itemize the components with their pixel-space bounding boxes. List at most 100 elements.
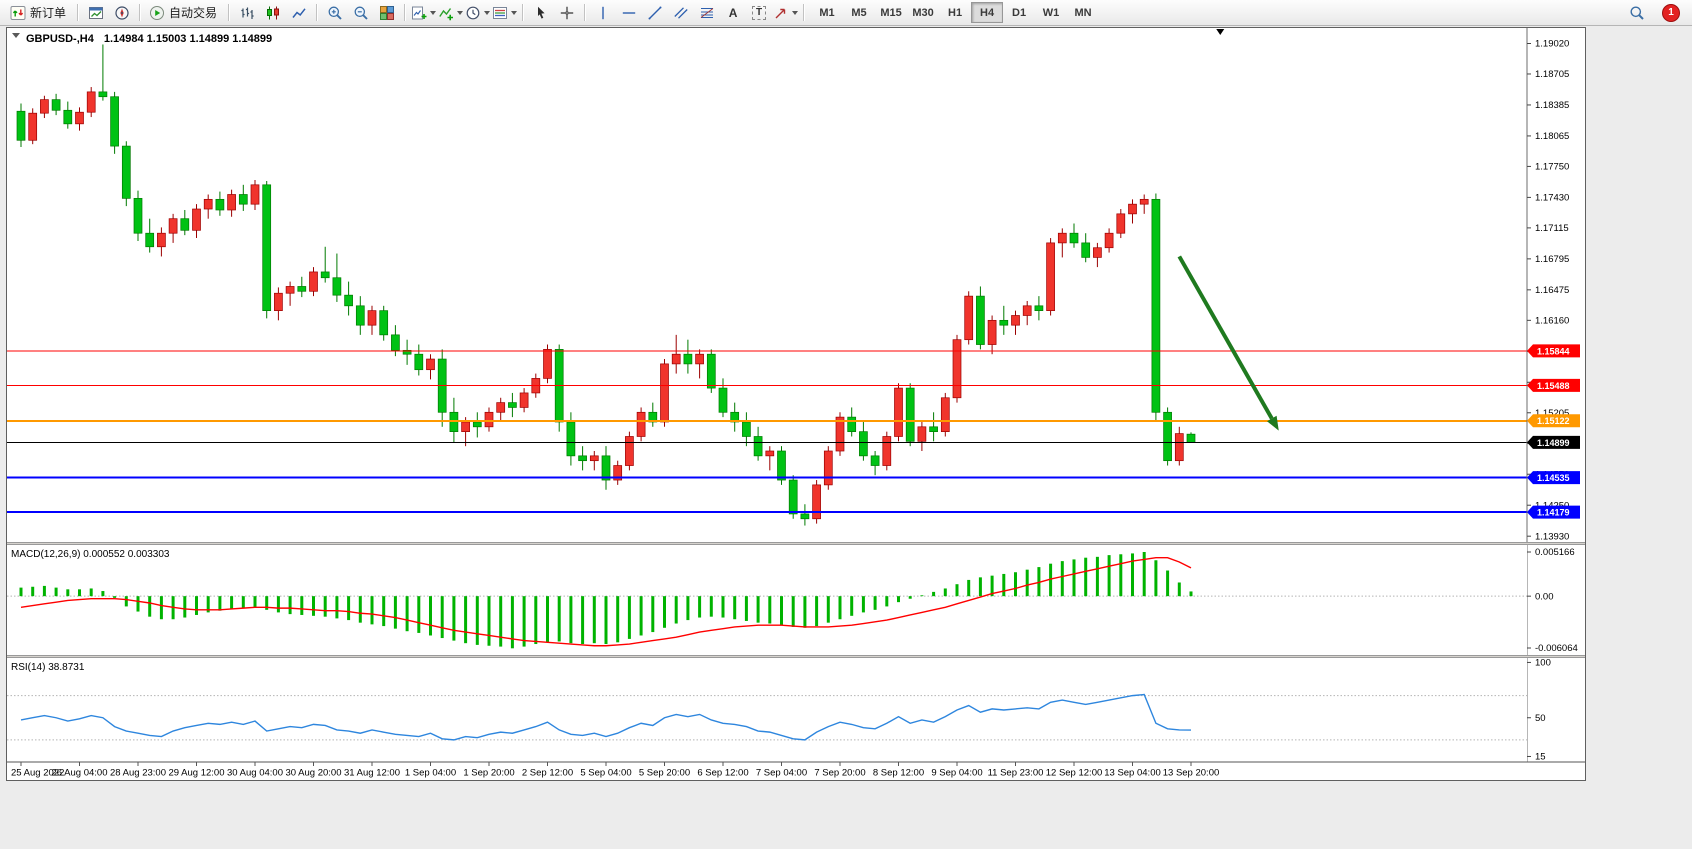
new-chart-button[interactable] xyxy=(411,2,437,23)
zoom-out-icon xyxy=(354,6,368,20)
vertical-line-tool-button[interactable] xyxy=(591,2,615,23)
svg-text:28 Aug 23:00: 28 Aug 23:00 xyxy=(110,768,166,779)
price-tag-1.15122: 1.15122 xyxy=(1527,414,1580,428)
timeframe-d1-button[interactable]: D1 xyxy=(1012,6,1027,19)
clock-icon xyxy=(466,6,480,19)
toolbar-separator xyxy=(77,4,80,21)
cursor-tool-button[interactable] xyxy=(529,2,553,23)
zoom-out-button[interactable] xyxy=(349,2,373,23)
templates-icon xyxy=(493,6,508,19)
svg-text:6 Sep 12:00: 6 Sep 12:00 xyxy=(697,768,748,779)
svg-text:5 Sep 04:00: 5 Sep 04:00 xyxy=(580,768,631,779)
svg-text:11 Sep 23:00: 11 Sep 23:00 xyxy=(988,768,1044,779)
svg-text:12 Sep 12:00: 12 Sep 12:00 xyxy=(1046,768,1103,779)
svg-text:1.14535: 1.14535 xyxy=(1537,473,1570,483)
price-tag-1.15844: 1.15844 xyxy=(1527,344,1580,358)
svg-text:1.15844: 1.15844 xyxy=(1537,346,1570,356)
chart-shift-marker[interactable] xyxy=(1216,29,1225,35)
toolbar-separator xyxy=(228,4,231,21)
horizontal-line-tool-button[interactable] xyxy=(617,2,641,23)
timeframe-m5-button[interactable]: M5 xyxy=(851,6,867,19)
svg-text:8 Sep 12:00: 8 Sep 12:00 xyxy=(873,768,924,779)
label-tool-button[interactable]: T xyxy=(747,2,771,23)
search-button[interactable] xyxy=(1625,2,1649,23)
svg-text:1.19020: 1.19020 xyxy=(1535,39,1569,50)
chart-window: GBPUSD-,H4 1.14984 1.15003 1.14899 1.1489… xyxy=(6,27,1586,781)
svg-text:1.18385: 1.18385 xyxy=(1535,100,1569,111)
svg-text:7 Sep 20:00: 7 Sep 20:00 xyxy=(814,768,865,779)
crosshair-tool-button[interactable] xyxy=(555,2,579,23)
svg-text:13 Sep 20:00: 13 Sep 20:00 xyxy=(1163,768,1220,779)
periods-button[interactable] xyxy=(465,2,491,23)
main-chart-plot-area[interactable] xyxy=(7,28,1527,542)
timeframe-m1-button[interactable]: M1 xyxy=(819,6,835,19)
macd-signal-line xyxy=(20,556,1192,647)
svg-text:1.15122: 1.15122 xyxy=(1537,416,1570,426)
rsi-pane[interactable] xyxy=(7,658,1527,762)
navigator-button[interactable] xyxy=(110,2,134,23)
zoom-in-button[interactable] xyxy=(323,2,347,23)
notification-badge[interactable]: 1 xyxy=(1662,3,1680,22)
horizontal-line-icon xyxy=(622,11,636,14)
toolbar-separator xyxy=(522,4,525,21)
timeframe-group: M1 M5 M15 M30 H1 H4 D1 W1 MN xyxy=(811,2,1099,23)
chevron-down-icon xyxy=(457,10,464,15)
svg-text:50: 50 xyxy=(1535,713,1546,724)
chart-window-button[interactable] xyxy=(84,2,108,23)
timeframe-m15-button[interactable]: M15 xyxy=(880,6,902,19)
one-click-trading-toggle[interactable] xyxy=(12,33,20,38)
main-toolbar: 新订单 自动交易 xyxy=(0,0,1692,26)
indicators-button[interactable] xyxy=(438,2,464,23)
timeframe-mn-button[interactable]: MN xyxy=(1074,6,1092,19)
line-chart-mode-button[interactable] xyxy=(287,2,311,23)
svg-text:1.13930: 1.13930 xyxy=(1535,531,1569,542)
time-scale[interactable] xyxy=(7,762,1585,780)
svg-text:1.18065: 1.18065 xyxy=(1535,131,1569,142)
trendline-tool-button[interactable] xyxy=(643,2,667,23)
chart-canvas: GBPUSD-,H4 1.14984 1.15003 1.14899 1.1489… xyxy=(7,28,1585,780)
auto-trading-label: 自动交易 xyxy=(169,6,218,20)
tile-windows-icon xyxy=(380,5,395,20)
autotrade-play-icon xyxy=(150,5,165,20)
chart-header-text: GBPUSD-,H4 1.14984 1.15003 1.14899 1.1489… xyxy=(26,33,272,45)
price-tag-1.14179: 1.14179 xyxy=(1527,505,1580,519)
candlestick-icon xyxy=(267,6,280,19)
candlestick-mode-button[interactable] xyxy=(261,2,285,23)
svg-text:30 Aug 20:00: 30 Aug 20:00 xyxy=(286,768,342,779)
svg-text:1 Sep 04:00: 1 Sep 04:00 xyxy=(405,768,456,779)
toolbar-separator xyxy=(316,4,319,21)
tile-windows-button[interactable] xyxy=(375,2,399,23)
trend-arrow-annotation[interactable] xyxy=(1177,255,1279,431)
macd-scale[interactable]: 0.005166 0.00 -0.006064 xyxy=(1527,547,1578,654)
timeframe-h4-button[interactable]: H4 xyxy=(971,2,1004,23)
toolbar-right: 1 xyxy=(1624,2,1680,23)
channel-icon xyxy=(674,6,688,19)
timeframe-m30-button[interactable]: M30 xyxy=(912,6,934,19)
macd-pane[interactable] xyxy=(7,545,1527,655)
candlestick-series xyxy=(16,44,1196,526)
timeframe-h1-button[interactable]: H1 xyxy=(948,6,963,19)
text-tool-button[interactable]: A xyxy=(721,2,745,23)
svg-text:1.17750: 1.17750 xyxy=(1535,162,1569,173)
timeframe-w1-button[interactable]: W1 xyxy=(1042,6,1060,19)
new-order-button[interactable]: 新订单 xyxy=(7,2,72,23)
auto-trading-button[interactable]: 自动交易 xyxy=(146,2,223,23)
svg-text:30 Aug 04:00: 30 Aug 04:00 xyxy=(227,768,283,779)
svg-text:15: 15 xyxy=(1535,752,1546,763)
svg-text:1.16475: 1.16475 xyxy=(1535,285,1569,296)
svg-text:1 Sep 20:00: 1 Sep 20:00 xyxy=(463,768,514,779)
svg-text:1.16160: 1.16160 xyxy=(1535,316,1569,327)
svg-text:25 Aug 2022: 25 Aug 2022 xyxy=(11,768,64,779)
new-chart-icon xyxy=(412,6,427,19)
arrows-tool-button[interactable] xyxy=(773,2,799,23)
rsi-scale[interactable]: 100 50 15 xyxy=(1527,658,1551,763)
pane-splitter[interactable] xyxy=(7,542,1585,545)
templates-button[interactable] xyxy=(492,2,518,23)
bar-chart-mode-button[interactable] xyxy=(235,2,259,23)
fibonacci-tool-button[interactable] xyxy=(695,2,719,23)
new-order-icon xyxy=(10,5,26,20)
pane-splitter[interactable] xyxy=(7,655,1585,658)
svg-text:100: 100 xyxy=(1535,658,1551,669)
channel-tool-button[interactable] xyxy=(669,2,693,23)
